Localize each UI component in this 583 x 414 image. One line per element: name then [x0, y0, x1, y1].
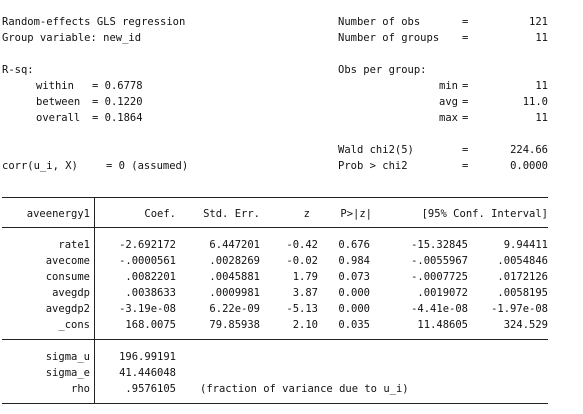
ci-low-cell: .0019072 — [417, 287, 468, 299]
col-header-p: P>|z| — [340, 208, 372, 220]
col-header-depvar: aveenergy1 — [26, 208, 90, 220]
p-cell: 0.000 — [338, 303, 370, 315]
row-label: _cons — [58, 319, 90, 331]
p-cell: 0.984 — [338, 255, 370, 267]
nobs-label: Number of obs — [338, 16, 421, 28]
rsq-label: R-sq: — [2, 64, 34, 76]
row-label: consume — [45, 271, 90, 283]
col-header-coef: Coef. — [144, 208, 176, 220]
wald-value: 224.66 — [510, 144, 548, 156]
avg-eq: = — [462, 96, 469, 108]
ngroups-label: Number of groups — [338, 32, 440, 44]
rsq-between-label: between — [36, 96, 81, 108]
corr-label: corr(u_i, X) — [2, 160, 78, 172]
col-header-se: Std. Err. — [203, 208, 260, 220]
prob-eq: = — [462, 160, 469, 172]
coef-cell: -2.692172 — [119, 239, 176, 251]
variance-value: 196.99191 — [119, 351, 176, 363]
coef-cell: 168.0075 — [125, 319, 176, 331]
min-label: min — [439, 80, 458, 92]
nobs-eq: = — [462, 16, 469, 28]
row-label: avegdp — [52, 287, 90, 299]
ci-low-cell: -15.32845 — [411, 239, 468, 251]
rsq-between-value: = 0.1220 — [92, 96, 143, 108]
rsq-overall-value: = 0.1864 — [92, 112, 143, 124]
rsq-within-value: = 0.6778 — [92, 80, 143, 92]
row-label: avecome — [45, 255, 90, 267]
table-bottom-rule — [2, 403, 548, 404]
table-vertical-rule — [94, 197, 95, 404]
ci-high-cell: .0058195 — [497, 287, 548, 299]
ngroups-eq: = — [462, 32, 469, 44]
ci-high-cell: 324.529 — [503, 319, 548, 331]
table-top-rule — [2, 197, 548, 198]
coef-cell: -.0000561 — [119, 255, 176, 267]
z-cell: -5.13 — [286, 303, 318, 315]
group-variable: Group variable: new_id — [2, 32, 142, 44]
coef-cell: .0038633 — [125, 287, 176, 299]
prob-label: Prob > chi2 — [338, 160, 408, 172]
se-cell: 6.22e-09 — [209, 303, 260, 315]
avg-value: 11.0 — [522, 96, 548, 108]
p-cell: 0.676 — [338, 239, 370, 251]
p-cell: 0.073 — [338, 271, 370, 283]
nobs-value: 121 — [529, 16, 548, 28]
variance-value: 41.446048 — [119, 367, 176, 379]
coef-cell: -3.19e-08 — [119, 303, 176, 315]
model-title: Random-effects GLS regression — [2, 16, 186, 28]
col-header-ci: [95% Conf. Interval] — [421, 208, 548, 220]
coef-cell: .0082201 — [125, 271, 176, 283]
wald-eq: = — [462, 144, 469, 156]
obs-per-group-label: Obs per group: — [338, 64, 427, 76]
col-header-z: z — [303, 208, 310, 220]
table-header-rule — [2, 227, 548, 228]
se-cell: 6.447201 — [209, 239, 260, 251]
wald-label: Wald chi2(5) — [338, 144, 414, 156]
max-value: 11 — [535, 112, 548, 124]
rsq-within-label: within — [36, 80, 74, 92]
max-label: max — [439, 112, 458, 124]
p-cell: 0.000 — [338, 287, 370, 299]
z-cell: -0.42 — [286, 239, 318, 251]
avg-label: avg — [439, 96, 458, 108]
ci-high-cell: .0172126 — [497, 271, 548, 283]
row-label: rate1 — [58, 239, 90, 251]
p-cell: 0.035 — [338, 319, 370, 331]
z-cell: 3.87 — [292, 287, 318, 299]
z-cell: 1.79 — [292, 271, 318, 283]
ci-high-cell: .0054846 — [497, 255, 548, 267]
variance-value: .9576105 — [125, 383, 176, 395]
se-cell: .0045881 — [209, 271, 260, 283]
variance-note: (fraction of variance due to u_i) — [200, 383, 409, 395]
ci-high-cell: -1.97e-08 — [491, 303, 548, 315]
se-cell: .0028269 — [209, 255, 260, 267]
max-eq: = — [462, 112, 469, 124]
variance-label: sigma_e — [45, 367, 90, 379]
prob-value: 0.0000 — [510, 160, 548, 172]
ci-low-cell: 11.48605 — [417, 319, 468, 331]
min-eq: = — [462, 80, 469, 92]
z-cell: -0.02 — [286, 255, 318, 267]
ci-high-cell: 9.94411 — [503, 239, 548, 251]
ci-low-cell: -.0055967 — [411, 255, 468, 267]
row-label: avegdp2 — [45, 303, 90, 315]
se-cell: 79.85938 — [209, 319, 260, 331]
min-value: 11 — [535, 80, 548, 92]
z-cell: 2.10 — [292, 319, 318, 331]
ngroups-value: 11 — [535, 32, 548, 44]
corr-value: = 0 (assumed) — [106, 160, 189, 172]
rsq-overall-label: overall — [36, 112, 81, 124]
ci-low-cell: -4.41e-08 — [411, 303, 468, 315]
ci-low-cell: -.0007725 — [411, 271, 468, 283]
se-cell: .0009981 — [209, 287, 260, 299]
table-mid-rule — [2, 339, 548, 340]
variance-label: rho — [71, 383, 90, 395]
variance-label: sigma_u — [45, 351, 90, 363]
